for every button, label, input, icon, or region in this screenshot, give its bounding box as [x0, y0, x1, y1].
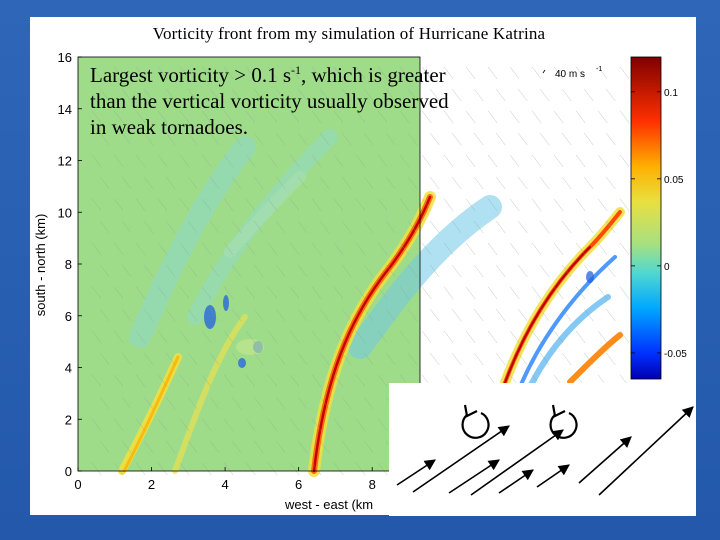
colorbar-tick-label: 0.1	[664, 88, 678, 99]
colorbar	[630, 56, 662, 380]
x-axis: 0 2 4 6 8	[74, 467, 376, 492]
wind-arrow	[578, 436, 632, 484]
x-tick-label: 2	[148, 477, 155, 492]
rotation-symbol	[549, 404, 578, 439]
y-axis-label: south - north (km)	[33, 214, 48, 317]
annotation-text: Largest vorticity > 0.1 s-1, which is gr…	[90, 62, 470, 140]
wind-arrow	[536, 464, 570, 488]
y-tick-label: 2	[65, 412, 72, 427]
x-tick-label: 6	[295, 477, 302, 492]
y-axis: 0 2 4 6 8 10 12 14 16	[58, 50, 82, 479]
plot-area	[78, 57, 420, 471]
wind-vectors	[91, 66, 630, 476]
y-tick-label: 6	[65, 309, 72, 324]
vorticity-field	[118, 129, 625, 477]
colorbar-tick-label: 0	[664, 262, 670, 273]
y-tick-label: 14	[58, 102, 72, 117]
wind-arrow	[412, 425, 510, 493]
vector-scale-label: 40 m s	[555, 69, 585, 80]
y-tick-label: 4	[65, 361, 72, 376]
x-tick-label: 4	[221, 477, 228, 492]
x-axis-label: west - east (km	[284, 497, 373, 512]
slide-title: Vorticity front from my simulation of Hu…	[152, 24, 546, 43]
annotation-part-1: Largest vorticity > 0.1 s	[90, 63, 292, 87]
wind-arrow	[448, 459, 500, 494]
y-tick-label: 16	[58, 50, 72, 65]
inset-diagram	[396, 404, 694, 496]
vector-scale-sup: -1	[596, 66, 602, 73]
colorbar-tick-label: 0.05	[664, 175, 684, 186]
vorticity-chart: 0 2 4 6 8 0 2 4 6 8 10 12 14 16 west - east (km sout…	[33, 50, 687, 512]
y-tick-label: 10	[58, 205, 72, 220]
rotation-symbol	[461, 404, 490, 439]
wind-arrow	[598, 406, 694, 496]
y-tick-label: 12	[58, 154, 72, 169]
y-tick-label: 0	[65, 464, 72, 479]
colorbar-ticks: 0.1 0.05 0 -0.05	[631, 88, 687, 360]
annotation-superscript: -1	[291, 63, 302, 77]
y-tick-label: 8	[65, 257, 72, 272]
x-tick-label: 8	[369, 477, 376, 492]
wind-arrow	[396, 459, 436, 486]
annotation-part-2: , which is greater than the vertical vor…	[90, 63, 449, 139]
vector-scale: 40 m s -1	[542, 66, 602, 80]
colorbar-tick-label: -0.05	[664, 349, 687, 360]
x-tick-label: 0	[74, 477, 81, 492]
rotation-inset	[389, 383, 696, 516]
wind-arrow	[470, 429, 564, 496]
wind-arrow	[498, 469, 534, 494]
